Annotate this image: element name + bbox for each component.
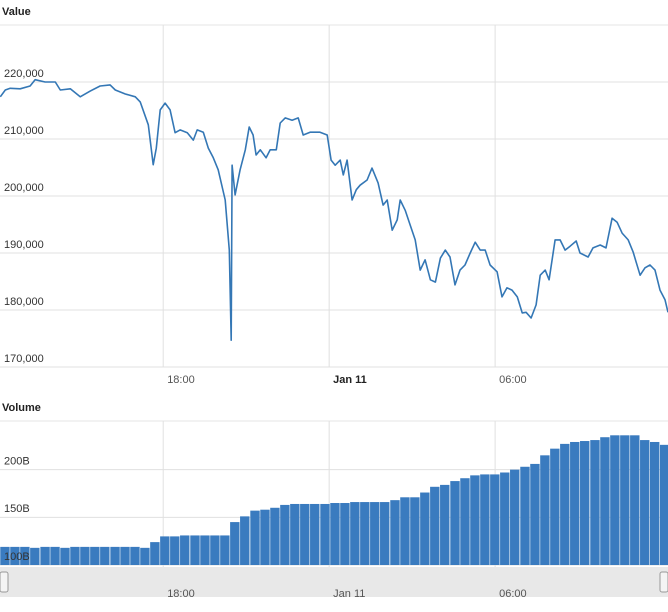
chart-title: Value [2, 6, 31, 18]
volume-bar [170, 536, 180, 565]
volume-bar [320, 503, 330, 565]
volume-bar [560, 443, 570, 565]
volume-bar [650, 441, 660, 565]
volume-bar [510, 469, 520, 565]
volume-bar [460, 478, 470, 565]
volume-bar [610, 435, 620, 565]
volume-bar [540, 455, 550, 565]
volume-bar [630, 435, 640, 565]
volume-bar [350, 502, 360, 565]
volume-bar [620, 435, 630, 565]
volume-bar [130, 546, 140, 565]
volume-bar [20, 546, 30, 565]
volume-bar [500, 472, 510, 565]
volume-bar [310, 503, 320, 565]
navigator-handle[interactable] [0, 571, 9, 593]
volume-bar [480, 474, 490, 565]
volume-bar [580, 441, 590, 565]
volume-bar [150, 542, 160, 565]
navigator-handle[interactable] [659, 571, 668, 593]
volume-bar [50, 546, 60, 565]
volume-bar [140, 547, 150, 565]
volume-bar [80, 546, 90, 565]
y-tick-label: 210,000 [4, 125, 44, 137]
volume-bar [550, 448, 560, 565]
volume-bar [290, 503, 300, 565]
volume-bar [360, 502, 370, 565]
volume-bar [530, 463, 540, 565]
volume-bar [659, 444, 668, 565]
volume-bar [640, 440, 650, 565]
volume-bar [0, 546, 10, 565]
navigator [0, 567, 668, 597]
volume-bar [430, 486, 440, 565]
volume-bar [90, 546, 100, 565]
volume-bar [160, 536, 170, 565]
y-tick-label: 100B [4, 551, 30, 563]
volume-bar [450, 481, 460, 565]
volume-bar [380, 502, 390, 565]
volume-bar [420, 492, 430, 565]
volume-bar [490, 474, 500, 565]
volume-bar [370, 502, 380, 565]
volume-bar [390, 500, 400, 565]
volume-bar [120, 546, 130, 565]
chart-title: Volume [2, 402, 41, 414]
x-tick-label: 18:00 [167, 374, 195, 386]
x-tick-label: Jan 11 [333, 374, 367, 386]
volume-bar [520, 466, 530, 565]
volume-bar [100, 546, 110, 565]
volume-bar [600, 437, 610, 565]
volume-bar [410, 497, 420, 565]
y-tick-label: 180,000 [4, 296, 44, 308]
volume-bar [340, 503, 350, 565]
y-tick-label: 150B [4, 503, 30, 515]
volume-bar [60, 547, 70, 565]
volume-bar [220, 535, 230, 565]
y-tick-label: 170,000 [4, 353, 44, 365]
volume-bar [70, 546, 80, 565]
volume-bar [260, 509, 270, 565]
volume-bar [190, 535, 200, 565]
y-tick-label: 200,000 [4, 182, 44, 194]
volume-bar [30, 547, 40, 565]
volume-bar [270, 507, 280, 565]
y-tick-label: 200B [4, 456, 30, 468]
x-tick-label: 06:00 [499, 374, 527, 386]
y-tick-label: 220,000 [4, 68, 44, 80]
volume-bar [330, 503, 340, 565]
x-tick-label: 06:00 [499, 588, 527, 600]
volume-bar [200, 535, 210, 565]
volume-bar [240, 516, 250, 565]
volume-bar [300, 503, 310, 565]
volume-bar [440, 484, 450, 565]
volume-bar [250, 510, 260, 565]
volume-bar [400, 497, 410, 565]
volume-bar [590, 440, 600, 565]
x-tick-label: 18:00 [167, 588, 195, 600]
volume-bar [280, 504, 290, 565]
volume-bar [110, 546, 120, 565]
volume-bar [210, 535, 220, 565]
x-tick-label: Jan 11 [333, 588, 365, 600]
y-tick-label: 190,000 [4, 239, 44, 251]
volume-bar [180, 535, 190, 565]
value-line [0, 78, 668, 341]
volume-bar [470, 475, 480, 565]
volume-bar [40, 546, 50, 565]
volume-bar [570, 441, 580, 565]
volume-bar [10, 546, 20, 565]
volume-bar [230, 522, 240, 565]
